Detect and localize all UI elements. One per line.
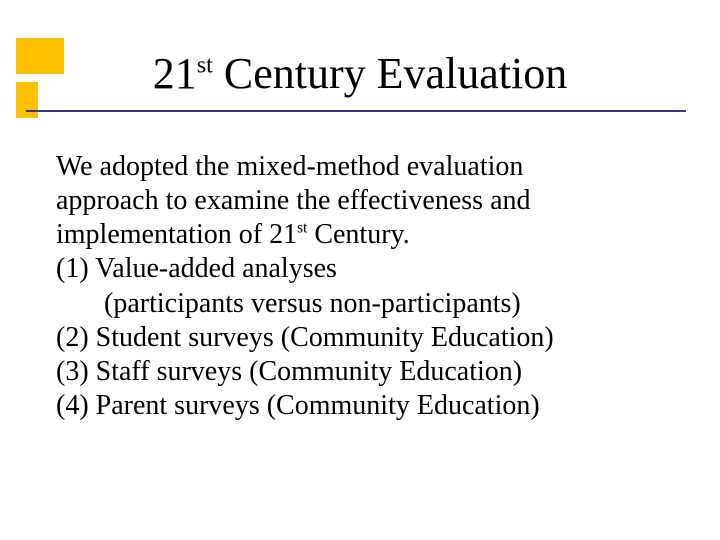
title-ordinal: st — [197, 51, 213, 78]
list-item-1-sub: (participants versus non-participants) — [56, 287, 676, 321]
list-item-2: (2) Student surveys (Community Education… — [56, 321, 676, 355]
body-text: We adopted the mixed-method evaluation a… — [56, 150, 676, 423]
title-rule — [26, 110, 686, 112]
intro-line-1: We adopted the mixed-method evaluation — [56, 150, 676, 184]
list-item-4: (4) Parent surveys (Community Education) — [56, 389, 676, 423]
list-item-3: (3) Staff surveys (Community Education) — [56, 355, 676, 389]
list-item-1: (1) Value-added analyses — [56, 252, 676, 286]
title-rest: Century Evaluation — [213, 49, 567, 98]
slide-title: 21st Century Evaluation — [0, 48, 720, 99]
intro-line-2: approach to examine the effectiveness an… — [56, 184, 676, 218]
title-prefix: 21 — [153, 49, 197, 98]
intro-line-3: implementation of 21st Century. — [56, 218, 676, 252]
